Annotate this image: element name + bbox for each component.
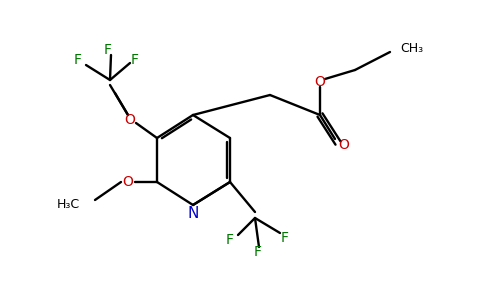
Text: O: O	[315, 75, 325, 89]
Text: N: N	[187, 206, 199, 220]
Text: F: F	[104, 43, 112, 57]
Text: O: O	[339, 138, 349, 152]
Text: F: F	[74, 53, 82, 67]
Text: O: O	[124, 113, 136, 127]
Text: F: F	[131, 53, 139, 67]
Text: F: F	[254, 245, 262, 259]
Text: F: F	[226, 233, 234, 247]
Text: CH₃: CH₃	[400, 41, 423, 55]
Text: O: O	[122, 175, 134, 189]
Text: F: F	[281, 231, 289, 245]
Text: H₃C: H₃C	[57, 199, 80, 212]
